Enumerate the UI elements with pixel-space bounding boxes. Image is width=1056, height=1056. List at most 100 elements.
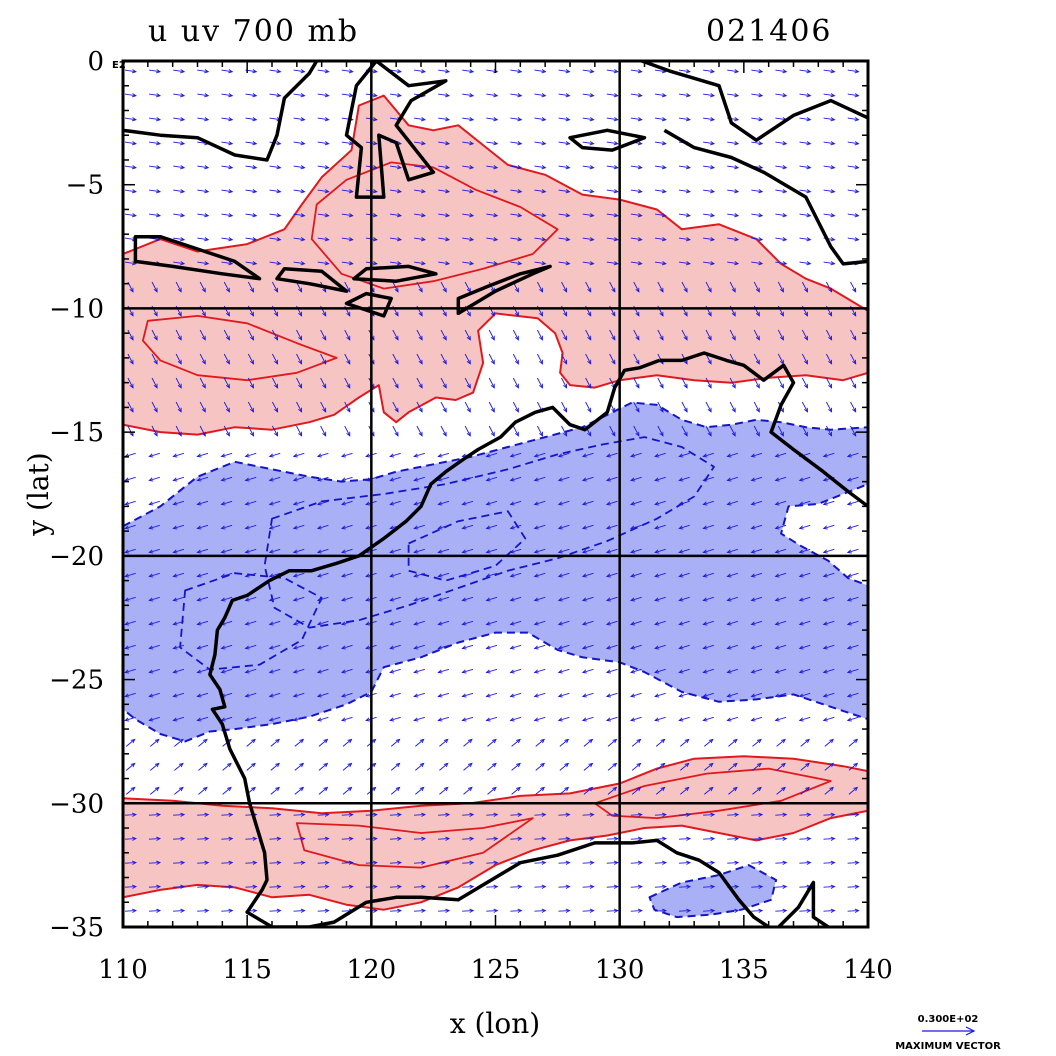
wind-vector xyxy=(390,738,401,747)
wind-vector xyxy=(726,500,739,506)
wind-vector xyxy=(847,908,860,913)
wind-vector xyxy=(437,548,450,554)
wind-vector xyxy=(196,716,209,722)
wind-vector xyxy=(124,141,137,146)
wind-vector xyxy=(678,189,691,194)
wind-vector xyxy=(244,572,257,578)
wind-vector xyxy=(509,500,522,506)
wind-vector xyxy=(582,860,595,865)
wind-vector xyxy=(657,377,664,389)
wind-vector xyxy=(848,762,859,771)
wind-vector xyxy=(633,425,640,437)
wind-vector xyxy=(414,117,426,122)
wind-vector xyxy=(558,69,571,74)
wind-vector xyxy=(534,213,547,218)
wind-vector xyxy=(607,786,618,795)
wind-vector xyxy=(149,213,162,218)
wind-vector xyxy=(124,692,136,698)
wind-vector xyxy=(438,860,451,865)
coastline-timor xyxy=(456,264,552,316)
wind-vector xyxy=(344,329,351,341)
wind-vector xyxy=(681,377,688,389)
wind-vector xyxy=(269,860,282,865)
wind-vector xyxy=(510,884,523,889)
wind-vector xyxy=(799,261,812,266)
wind-vector xyxy=(847,69,860,74)
wind-vector xyxy=(775,165,788,170)
wind-vector xyxy=(751,69,764,74)
wind-vector xyxy=(222,786,232,795)
wind-vector xyxy=(464,401,471,413)
wind-vector xyxy=(826,281,833,293)
wind-vector xyxy=(269,884,282,889)
wind-vector xyxy=(609,329,616,341)
wind-vector xyxy=(292,668,305,674)
wind-vector xyxy=(823,836,836,841)
wind-vector xyxy=(728,786,738,795)
wind-vector xyxy=(221,860,234,865)
wind-vector xyxy=(678,812,692,817)
wind-vector xyxy=(509,476,522,482)
wind-vector xyxy=(609,425,616,437)
wind-vector xyxy=(438,93,451,98)
wind-vector xyxy=(533,620,546,626)
wind-vector xyxy=(173,836,186,841)
wind-vector xyxy=(269,261,282,266)
wind-vector xyxy=(753,329,760,341)
wind-vector xyxy=(220,596,233,602)
wind-vector xyxy=(269,69,282,74)
wind-vector xyxy=(823,141,836,146)
wind-vector xyxy=(437,500,450,506)
wind-vector xyxy=(341,452,353,458)
wind-vector xyxy=(151,401,158,413)
wind-vector xyxy=(823,93,836,98)
wind-vector xyxy=(244,620,257,626)
wind-vector xyxy=(341,620,353,626)
wind-vector xyxy=(703,884,716,889)
wind-vector xyxy=(582,213,595,218)
wind-vector xyxy=(678,716,690,722)
wind-vector xyxy=(585,281,592,293)
wind-vector xyxy=(535,738,546,747)
wind-vector xyxy=(847,93,860,98)
wind-vector xyxy=(654,548,666,554)
wind-vector xyxy=(461,692,474,698)
wind-vector xyxy=(268,668,281,674)
wind-vector xyxy=(512,353,519,365)
wind-vector xyxy=(534,165,547,170)
wind-vector xyxy=(175,401,182,413)
wind-vector xyxy=(268,476,281,482)
wind-vector xyxy=(416,281,423,293)
wind-vector xyxy=(823,860,836,865)
wind-vector xyxy=(392,377,399,389)
wind-vector xyxy=(775,141,788,146)
wind-vector xyxy=(703,237,716,242)
wind-vector xyxy=(272,353,279,365)
wind-vector xyxy=(582,884,595,889)
wind-vector xyxy=(774,548,787,554)
wind-vector xyxy=(413,716,425,722)
wind-vector xyxy=(630,812,643,817)
wind-vector xyxy=(581,500,594,506)
wind-vector xyxy=(221,93,234,98)
wind-vector xyxy=(727,69,740,74)
wind-vector xyxy=(268,596,281,602)
wind-vector xyxy=(583,786,594,795)
wind-vector xyxy=(437,596,450,602)
wind-vector xyxy=(826,353,833,365)
wind-vector xyxy=(462,69,475,74)
wind-vector xyxy=(197,908,210,913)
wind-vector xyxy=(415,786,425,795)
wind-vector xyxy=(702,548,714,554)
wind-vector xyxy=(847,141,860,146)
wind-vector xyxy=(534,860,547,865)
wind-vector xyxy=(389,69,402,74)
wind-vector xyxy=(678,860,692,865)
wind-vector xyxy=(221,261,234,266)
wind-vector xyxy=(775,860,788,865)
wind-vector xyxy=(774,620,787,626)
wind-vector xyxy=(654,716,666,722)
wind-vector xyxy=(197,117,210,122)
wind-vector xyxy=(800,762,810,771)
wind-vector xyxy=(221,165,234,170)
